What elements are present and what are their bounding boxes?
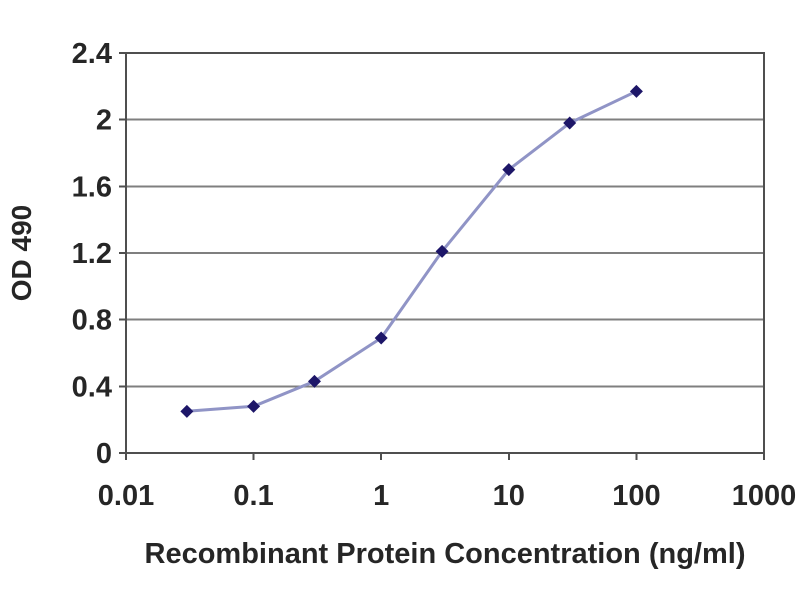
- y-tick-label: 1.6: [72, 171, 112, 203]
- series-line: [185, 89, 638, 413]
- data-point-marker: [307, 374, 321, 388]
- data-point-marker: [435, 244, 449, 258]
- x-tick-label: 0.01: [98, 480, 154, 512]
- data-point-marker: [374, 331, 388, 345]
- x-tick-label: 0.1: [233, 480, 273, 512]
- y-tick-label: 1.2: [72, 238, 112, 270]
- x-tick-label: 1: [373, 480, 389, 512]
- x-tick-label: 1000: [732, 480, 797, 512]
- plot-border: [125, 52, 765, 454]
- y-axis-title: OD 490: [6, 204, 37, 302]
- y-tick-label: 2: [96, 105, 112, 137]
- data-point-marker: [563, 116, 577, 130]
- x-tick-label: 100: [612, 480, 660, 512]
- data-point-marker: [502, 163, 516, 177]
- data-point-marker: [180, 404, 194, 418]
- y-tick-label: 0: [96, 438, 112, 470]
- data-point-marker: [247, 399, 261, 413]
- y-tick-label: 0.4: [72, 371, 112, 403]
- x-axis-title: Recombinant Protein Concentration (ng/ml…: [144, 538, 746, 570]
- y-tick-label: 0.8: [72, 305, 112, 337]
- data-point-marker: [629, 84, 643, 98]
- x-tick-label: 10: [493, 480, 525, 512]
- y-tick-label: 2.4: [72, 38, 112, 70]
